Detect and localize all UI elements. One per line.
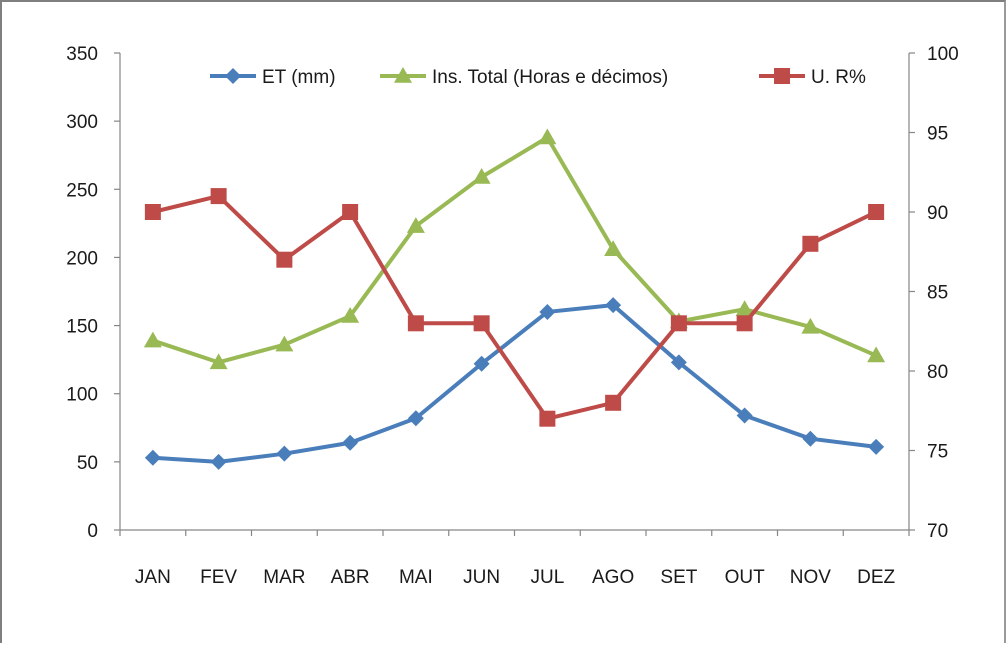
series-square: [144, 188, 885, 427]
legend-marker: [394, 67, 412, 83]
data-point: [143, 331, 162, 348]
left-axis-tick-label: 0: [87, 521, 98, 542]
data-point: [802, 235, 819, 252]
x-axis-tick-label: ABR: [331, 567, 370, 588]
data-point: [539, 303, 556, 320]
data-point: [210, 188, 227, 205]
x-axis-tick-label: OUT: [725, 567, 766, 588]
data-point: [670, 354, 687, 371]
data-point: [275, 335, 294, 352]
right-axis-tick-label: 95: [927, 124, 948, 145]
data-point: [407, 315, 424, 332]
data-point: [473, 315, 490, 332]
series-line: [152, 303, 877, 464]
right-axis-tick-label: 100: [927, 44, 959, 65]
data-point: [802, 430, 819, 447]
data-point: [605, 297, 622, 314]
legend-item: ET (mm): [210, 67, 336, 88]
legend-label: Ins. Total (Horas e décimos): [432, 67, 668, 88]
x-axis-tick-label: NOV: [790, 567, 832, 588]
series-triangle: [143, 128, 886, 370]
legend: ET (mm) Ins. Total (Horas e décimos) U. R%: [210, 67, 866, 88]
legend-label: ET (mm): [262, 67, 336, 88]
x-axis-tick-label: JUN: [463, 567, 500, 588]
data-point: [276, 251, 293, 268]
legend-label: U. R%: [811, 67, 866, 88]
data-point: [406, 217, 425, 233]
legend-item: Ins. Total (Horas e décimos): [380, 67, 668, 88]
data-point: [605, 394, 622, 411]
data-point: [867, 346, 886, 363]
right-axis-tick-label: 70: [927, 521, 948, 542]
data-point: [473, 355, 490, 372]
x-axis-tick-label: MAI: [399, 567, 433, 588]
data-point: [407, 410, 424, 427]
right-axis-tick-label: 80: [927, 362, 948, 383]
data-point: [670, 315, 687, 332]
legend-item: U. R%: [759, 67, 866, 88]
data-point: [604, 240, 623, 257]
data-point: [868, 438, 885, 455]
legend-marker: [774, 68, 790, 84]
data-point: [342, 434, 359, 451]
x-axis-tick-label: SET: [660, 567, 697, 588]
left-axis-tick-label: 300: [66, 112, 98, 133]
left-axis-tick-label: 250: [66, 180, 98, 201]
left-axis-tick-label: 200: [66, 248, 98, 269]
data-point: [210, 453, 227, 470]
left-axis-tick-label: 150: [66, 317, 98, 338]
axes: 0 50 100 150 200 250 300 350 70 75 80 85 90 95 100 JAN F…: [66, 44, 958, 588]
data-point: [735, 300, 754, 316]
data-point: [341, 307, 360, 323]
x-axis-tick-label: AGO: [592, 567, 634, 588]
series-diamond: [144, 297, 885, 470]
left-axis-tick-label: 100: [66, 385, 98, 406]
series-line: [152, 194, 877, 421]
data-point: [342, 204, 359, 220]
x-axis-tick-label: FEV: [200, 567, 237, 588]
x-axis-tick-label: MAR: [263, 567, 305, 588]
data-point: [538, 128, 557, 145]
left-axis-tick-label: 350: [66, 44, 98, 65]
right-axis-tick-label: 90: [927, 203, 948, 224]
data-point: [276, 445, 293, 462]
series-line: [152, 135, 877, 365]
data-point: [472, 168, 491, 184]
data-point: [144, 204, 161, 220]
right-axis-tick-label: 75: [927, 442, 948, 463]
data-point: [209, 353, 228, 370]
data-point: [736, 315, 753, 332]
series-layer: [143, 128, 886, 470]
x-axis-tick-label: JUL: [530, 567, 564, 588]
left-axis-tick-label: 50: [77, 453, 98, 474]
right-axis-tick-label: 85: [927, 283, 948, 304]
data-point: [801, 317, 820, 334]
data-point: [736, 407, 753, 424]
data-point: [868, 204, 885, 220]
data-point: [539, 410, 556, 427]
x-axis-tick-label: DEZ: [857, 567, 895, 588]
legend-marker: [225, 68, 241, 84]
data-point: [144, 449, 161, 466]
x-axis-tick-label: JAN: [135, 567, 171, 588]
